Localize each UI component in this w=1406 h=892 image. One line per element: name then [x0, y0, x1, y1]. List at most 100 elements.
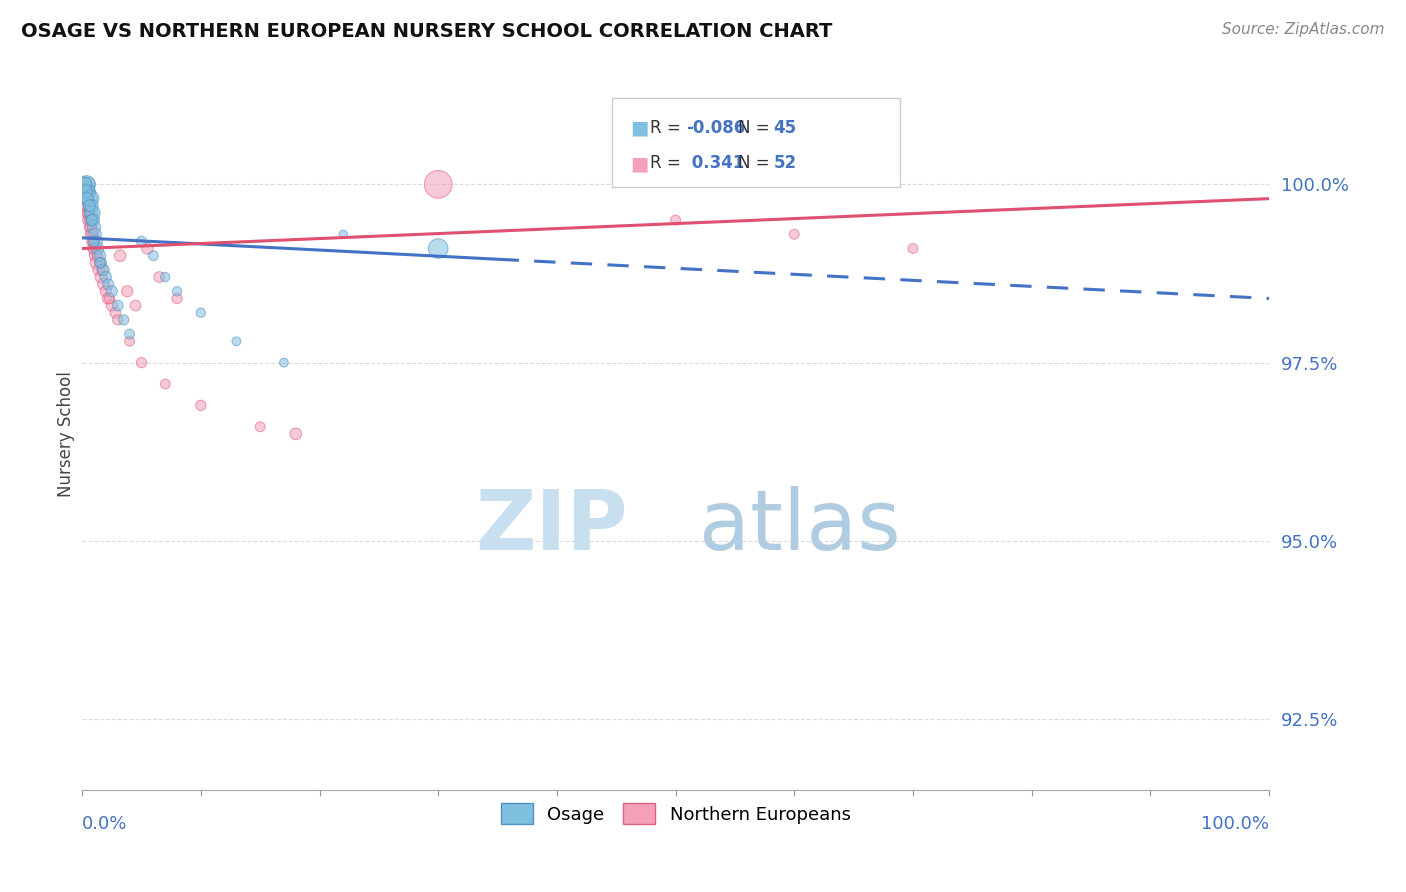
Point — [225, 334, 247, 349]
Point — [89, 249, 111, 263]
Point — [90, 270, 112, 285]
Point — [90, 256, 112, 270]
Point — [75, 185, 97, 199]
Point — [107, 313, 129, 327]
Text: 52: 52 — [773, 154, 796, 172]
Point — [75, 178, 97, 192]
Point — [83, 235, 105, 249]
Text: OSAGE VS NORTHERN EUROPEAN NURSERY SCHOOL CORRELATION CHART: OSAGE VS NORTHERN EUROPEAN NURSERY SCHOO… — [21, 22, 832, 41]
Point — [77, 192, 100, 206]
Point — [166, 285, 188, 299]
Point — [82, 235, 104, 249]
Point — [83, 242, 105, 256]
Point — [664, 213, 686, 227]
Point — [77, 185, 100, 199]
Point — [77, 206, 100, 220]
Point — [79, 199, 101, 213]
Point — [190, 398, 212, 412]
Point — [142, 249, 165, 263]
Point — [80, 220, 103, 235]
Point — [80, 227, 103, 242]
Point — [73, 178, 96, 192]
Point — [80, 199, 103, 213]
Point — [77, 199, 100, 213]
Point — [76, 192, 98, 206]
Point — [79, 213, 101, 227]
Text: ■: ■ — [630, 119, 648, 137]
Point — [131, 356, 153, 370]
Point — [101, 285, 124, 299]
Point — [83, 242, 105, 256]
Point — [783, 227, 806, 242]
Text: R =: R = — [650, 154, 686, 172]
Point — [427, 242, 450, 256]
Point — [73, 178, 96, 192]
Point — [75, 185, 97, 199]
Point — [87, 263, 110, 277]
Point — [80, 206, 103, 220]
Point — [166, 292, 188, 306]
Point — [82, 213, 104, 227]
Point — [104, 306, 127, 320]
Point — [124, 299, 146, 313]
Point — [118, 334, 141, 349]
Point — [901, 242, 924, 256]
Y-axis label: Nursery School: Nursery School — [58, 371, 75, 497]
Point — [89, 256, 111, 270]
Point — [89, 256, 111, 270]
Point — [97, 277, 120, 292]
Point — [93, 277, 115, 292]
Point — [83, 220, 105, 235]
Point — [76, 192, 98, 206]
Point — [86, 235, 108, 249]
Point — [76, 199, 98, 213]
Point — [76, 185, 98, 199]
Point — [73, 178, 96, 192]
Point — [108, 249, 131, 263]
Point — [91, 263, 114, 277]
Point — [75, 178, 97, 192]
Point — [86, 249, 108, 263]
Point — [249, 419, 271, 434]
Point — [136, 242, 159, 256]
Text: N =: N = — [738, 154, 775, 172]
Point — [82, 213, 104, 227]
Text: ■: ■ — [630, 154, 648, 173]
Point — [94, 270, 117, 285]
Point — [112, 313, 135, 327]
Text: atlas: atlas — [699, 486, 901, 567]
Point — [155, 376, 177, 391]
Point — [72, 178, 94, 192]
Point — [115, 285, 138, 299]
Text: 0.0%: 0.0% — [82, 815, 128, 833]
Point — [84, 227, 107, 242]
Point — [75, 185, 97, 199]
Point — [86, 242, 108, 256]
Point — [107, 299, 129, 313]
Point — [75, 192, 97, 206]
Point — [148, 270, 170, 285]
Point — [84, 249, 107, 263]
Point — [75, 178, 97, 192]
Point — [93, 263, 115, 277]
Point — [79, 220, 101, 235]
Text: ZIP: ZIP — [475, 486, 628, 567]
Text: -0.086: -0.086 — [686, 119, 745, 136]
Point — [273, 356, 295, 370]
Point — [98, 292, 121, 306]
Text: N =: N = — [738, 119, 775, 136]
Text: 100.0%: 100.0% — [1201, 815, 1270, 833]
Point — [101, 299, 124, 313]
Legend: Osage, Northern Europeans: Osage, Northern Europeans — [494, 796, 858, 831]
Point — [76, 199, 98, 213]
Text: 0.341: 0.341 — [686, 154, 745, 172]
Point — [332, 227, 354, 242]
Point — [79, 192, 101, 206]
Point — [284, 426, 307, 441]
Point — [73, 178, 96, 192]
Point — [82, 227, 104, 242]
Point — [94, 285, 117, 299]
Point — [155, 270, 177, 285]
Point — [427, 178, 450, 192]
Point — [97, 292, 120, 306]
